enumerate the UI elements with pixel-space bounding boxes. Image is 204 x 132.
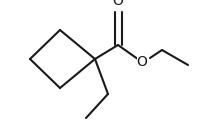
- Text: O: O: [136, 55, 147, 69]
- Text: O: O: [113, 0, 123, 8]
